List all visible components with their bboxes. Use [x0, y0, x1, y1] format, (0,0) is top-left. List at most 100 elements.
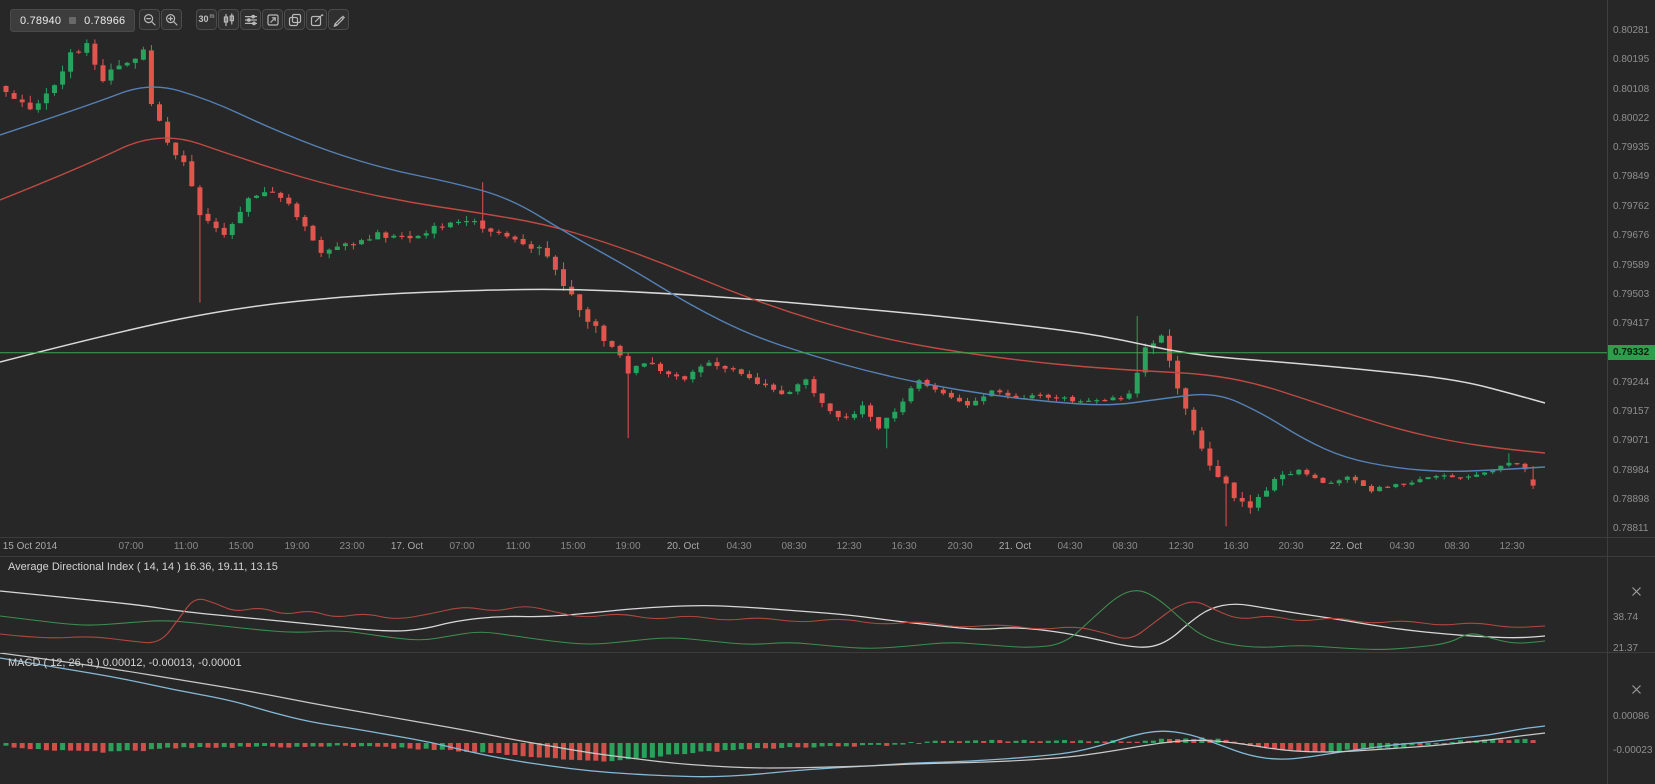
macd-histogram-bar	[1078, 740, 1084, 743]
macd-close-button[interactable]	[1632, 681, 1648, 697]
candle	[544, 241, 550, 259]
adx-indicator-canvas[interactable]	[0, 557, 1607, 652]
candle	[124, 62, 130, 67]
adx-axis-label: 38.74	[1613, 612, 1639, 623]
macd-histogram-bar	[1457, 740, 1463, 743]
macd-histogram-bar	[900, 743, 906, 745]
candle	[779, 385, 785, 395]
macd-histogram-bar	[1134, 741, 1140, 743]
candle	[1062, 396, 1067, 402]
candle	[181, 150, 187, 167]
candle	[916, 379, 922, 392]
time-axis-label: 11:00	[505, 541, 531, 552]
candle	[1304, 468, 1310, 477]
macd-histogram-bar	[940, 740, 946, 743]
macd-histogram-bar	[569, 743, 575, 760]
ask-price: 0.78966	[84, 14, 126, 27]
macd-histogram-bar	[286, 743, 292, 748]
macd-histogram-bar	[1013, 740, 1019, 743]
macd-histogram-bar	[738, 743, 744, 750]
macd-histogram-bar	[973, 740, 979, 743]
time-axis-label: 23:00	[339, 541, 365, 552]
candle	[148, 45, 154, 107]
candle	[1029, 393, 1035, 399]
candle	[334, 242, 340, 251]
macd-histogram-bar	[1409, 743, 1415, 746]
timeframe-button[interactable]: 30 m	[196, 9, 217, 30]
candle	[1312, 473, 1318, 479]
zoom-out-button[interactable]	[139, 9, 160, 30]
candle	[407, 231, 413, 243]
macd-histogram-bar	[1401, 743, 1407, 748]
candle	[116, 60, 122, 70]
zoom-in-button[interactable]	[161, 9, 182, 30]
macd-histogram-bar	[1045, 740, 1051, 743]
candle	[1053, 394, 1059, 402]
candle	[1183, 387, 1189, 415]
macd-histogram-bar	[148, 743, 154, 750]
candle	[197, 185, 203, 303]
candle	[1134, 316, 1140, 398]
adx-indicator-title[interactable]: Average Directional Index ( 14, 14 ) 16.…	[8, 561, 278, 573]
candle	[577, 293, 583, 317]
macd-histogram-bar	[68, 743, 74, 751]
price-axis[interactable]: 0.80281 0.80195 0.80108 0.80022 0.79935 0.798…	[1608, 0, 1655, 784]
macd-histogram-bar	[1490, 739, 1496, 743]
close-icon	[1632, 684, 1641, 694]
macd-histogram-bar	[205, 743, 211, 748]
candle	[1110, 395, 1116, 401]
draw-button[interactable]	[328, 9, 349, 30]
macd-histogram-bar	[528, 743, 534, 757]
macd-histogram-bar	[1094, 741, 1100, 743]
price-axis-label: 0.79244	[1613, 376, 1650, 388]
macd-histogram-bar	[1530, 740, 1536, 743]
candle	[569, 279, 575, 296]
annotate-button[interactable]	[306, 9, 327, 30]
price-axis-label: 0.79589	[1613, 259, 1650, 271]
candle	[100, 59, 106, 83]
macd-axis-label: 0.00086	[1613, 711, 1650, 722]
macd-indicator-canvas[interactable]	[0, 653, 1607, 784]
copy-chart-button[interactable]	[284, 9, 305, 30]
spread-indicator-icon	[69, 17, 77, 24]
candle	[1530, 465, 1536, 489]
macd-histogram-bar	[52, 743, 57, 751]
candle	[1239, 492, 1245, 507]
candle	[536, 245, 542, 256]
macd-histogram-bar	[649, 743, 655, 758]
macd-histogram-bar	[795, 743, 801, 748]
macd-histogram-bar	[1118, 741, 1124, 743]
candle	[1433, 474, 1439, 480]
candle	[981, 393, 987, 405]
ma-mid	[0, 137, 1546, 454]
macd-histogram-bar	[116, 743, 122, 752]
macd-histogram-bar	[221, 743, 227, 748]
candle	[965, 397, 970, 408]
candle	[447, 221, 453, 228]
time-axis[interactable]: 15 Oct 2014 07:00 11:00 15:00 19:00 23:00 17. …	[0, 538, 1607, 556]
indicator-settings-button[interactable]	[240, 9, 261, 30]
macd-histogram-bar	[439, 743, 445, 750]
macd-histogram-bar	[84, 743, 90, 752]
macd-histogram-bar	[1264, 743, 1269, 747]
candle	[1280, 471, 1286, 486]
level-price-tag: 0.79332	[1608, 345, 1655, 361]
candle	[254, 195, 259, 199]
macd-histogram-bar	[1433, 743, 1439, 745]
adx-close-button[interactable]	[1632, 583, 1648, 599]
time-axis-label: 21. Oct	[998, 541, 1032, 552]
macd-histogram-bar	[399, 743, 405, 748]
macd-histogram-bar	[997, 740, 1003, 743]
expand-chart-button[interactable]	[262, 9, 283, 30]
chart-type-button[interactable]	[218, 9, 239, 30]
macd-indicator-title[interactable]: MACD ( 12, 26, 9 ) 0.00012, -0.00013, -0…	[8, 657, 242, 669]
timeaxis-adx-divider	[0, 556, 1655, 557]
candle	[714, 357, 720, 370]
price-axis-label: 0.79935	[1613, 142, 1650, 154]
zoom-button-group	[139, 9, 182, 30]
macd-histogram-bar	[1053, 740, 1059, 743]
price-chart-canvas[interactable]	[0, 0, 1607, 538]
macd-histogram-bar	[690, 743, 696, 754]
candle	[512, 235, 518, 243]
candle	[819, 393, 825, 408]
